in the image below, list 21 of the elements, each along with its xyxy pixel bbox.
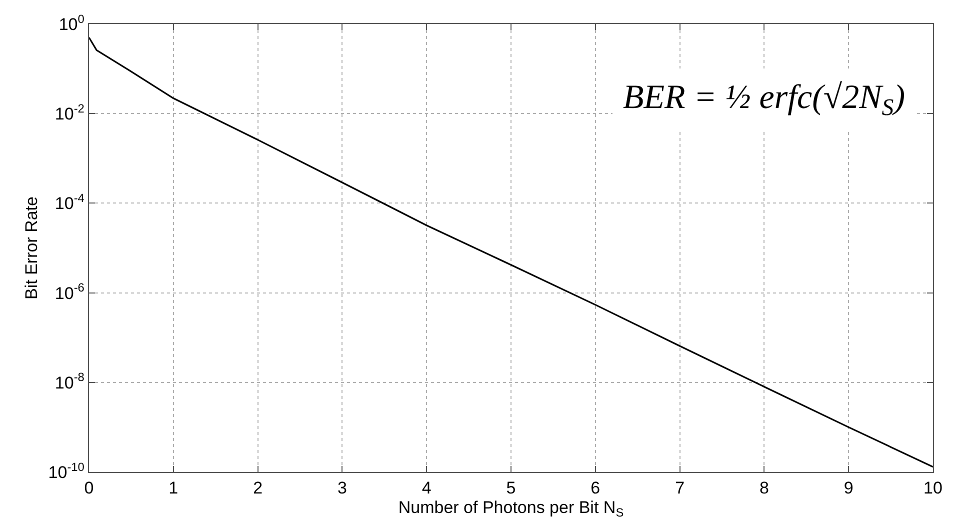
y-tick-label: 10$^{0}$	[58, 12, 85, 34]
x-tick-label: 10	[924, 478, 942, 498]
x-tick-label: 5	[506, 478, 516, 498]
x-tick-label: 7	[675, 478, 685, 498]
line-series	[89, 36, 933, 468]
x-tick-label: 9	[844, 478, 854, 498]
x-tick-label: 3	[337, 478, 347, 498]
x-tick-label: 6	[590, 478, 600, 498]
y-tick-label: 10$^{-4}$	[54, 191, 85, 214]
x-tick-label: 4	[422, 478, 432, 498]
annotation: BER = ½ erfc(√2N$_{S}$)	[623, 79, 906, 122]
y-tick-label: 10$^{-6}$	[54, 280, 85, 303]
y-axis-title: Bit Error Rate	[22, 196, 41, 300]
x-tick-label: 1	[168, 478, 178, 498]
x-tick-label: 0	[84, 478, 94, 498]
y-tick-label: 10$^{-8}$	[54, 370, 85, 392]
x-axis-title: Number of Photons per Bit N$_{S}$	[398, 498, 624, 520]
x-tick-label: 2	[253, 478, 263, 498]
y-tick-label: 10$^{-10}$	[48, 460, 85, 482]
y-tick-label: 10$^{-2}$	[54, 101, 85, 124]
x-tick-label: 8	[759, 478, 769, 498]
